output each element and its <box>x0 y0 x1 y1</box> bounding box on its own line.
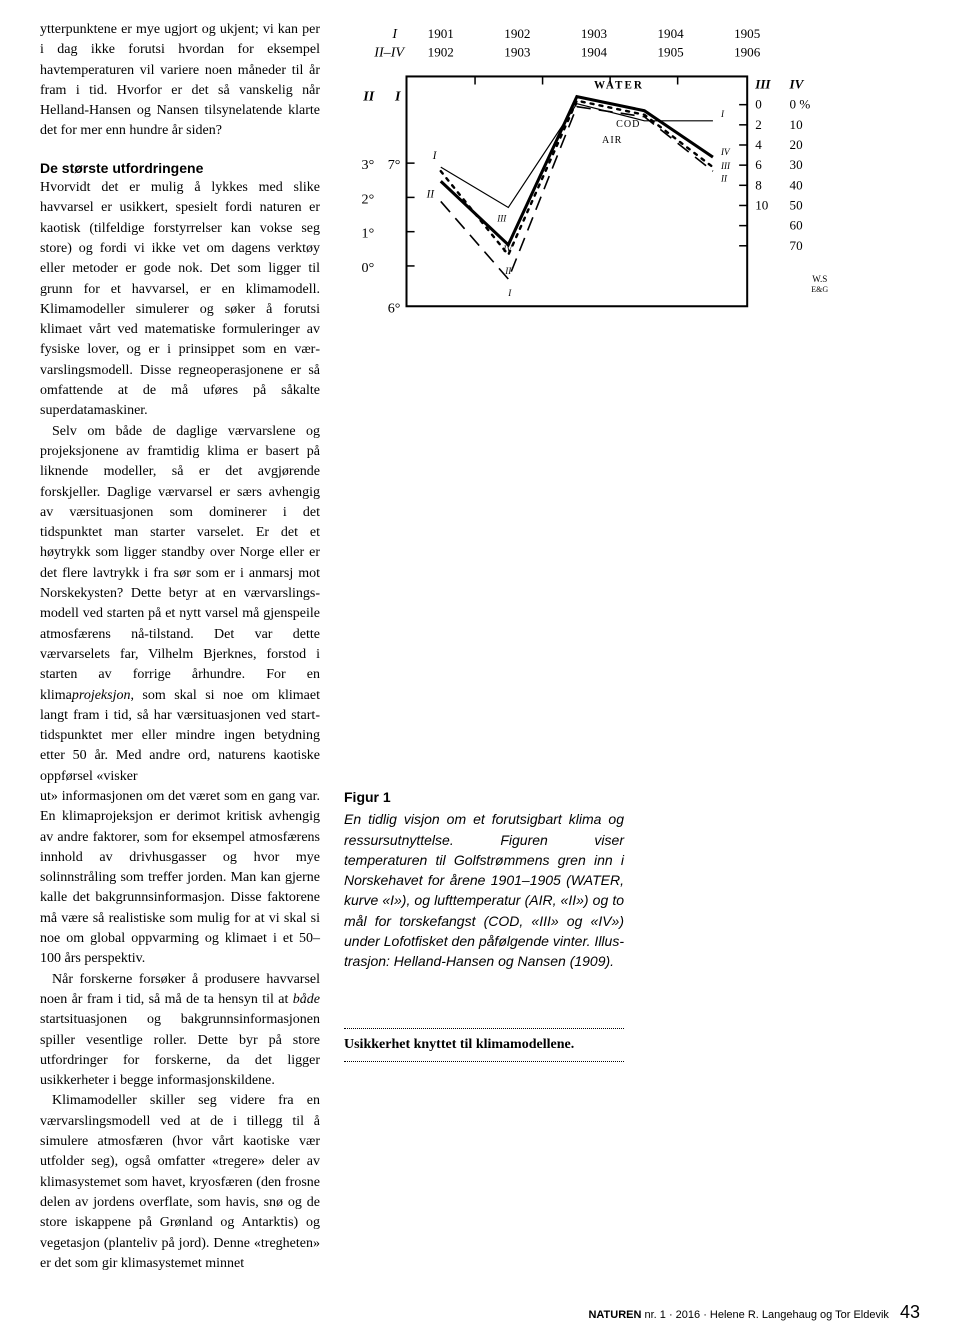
svg-text:I: I <box>432 150 438 162</box>
svg-text:3°: 3° <box>362 157 375 173</box>
svg-text:30: 30 <box>790 157 804 172</box>
col1-para3: Selv om både de daglige værvar­slene og … <box>40 422 320 787</box>
left-ticks <box>407 163 415 266</box>
col2-para2: Når forskerne forsøker å produsere havva… <box>40 970 320 1092</box>
svg-text:10: 10 <box>755 197 769 212</box>
col2-para3: Klimamodeller skiller seg videre fra en … <box>40 1091 320 1274</box>
svg-text:1906: 1906 <box>734 44 761 59</box>
pull-quote: Usikkerhet knyttet til klimamodellene. <box>344 1035 624 1055</box>
footer-journal: NATUREN <box>588 1309 641 1321</box>
axis-right-IV: IV 0 % 10 20 30 40 50 60 70 <box>789 77 811 253</box>
axis-top-roman-I: I <box>391 26 398 42</box>
svg-text:0°: 0° <box>362 260 375 276</box>
svg-text:1901: 1901 <box>428 26 454 41</box>
column-3-sidebar: Figur 1 En tidlig visjon om et forutsigb… <box>344 787 624 1274</box>
svg-text:I: I <box>394 89 401 105</box>
svg-text:IV: IV <box>502 244 513 254</box>
svg-text:AIR: AIR <box>602 135 622 146</box>
svg-text:1°: 1° <box>362 226 375 242</box>
col2-para1: ut» informasjonen om det været som en ga… <box>40 787 320 970</box>
svg-text:II: II <box>362 89 374 105</box>
svg-text:20: 20 <box>790 137 804 152</box>
footer-authors: · Helene R. Langehaug og Tor Eldevik <box>703 1309 889 1321</box>
axis-left-I: I 7° 6° <box>388 89 401 317</box>
svg-text:III: III <box>720 161 731 171</box>
svg-text:1902: 1902 <box>428 44 454 59</box>
svg-text:I: I <box>720 109 725 119</box>
svg-text:1905: 1905 <box>734 26 761 41</box>
svg-text:1903: 1903 <box>504 44 531 59</box>
page-footer: NATUREN nr. 1 · 2016 · Helene R. Langeha… <box>40 1302 920 1323</box>
svg-text:II: II <box>720 173 728 183</box>
svg-text:50: 50 <box>790 197 804 212</box>
svg-text:7°: 7° <box>388 157 401 173</box>
right-ticks <box>739 105 747 246</box>
series-I-water <box>441 104 713 208</box>
svg-text:II: II <box>426 188 436 200</box>
col1-para2: Hvorvidt det er mulig å lykkes med slike… <box>40 178 320 422</box>
svg-text:1904: 1904 <box>657 26 684 41</box>
figure-1: I II–IV 1901 1902 1903 1904 1905 1902 19… <box>344 20 848 779</box>
svg-text:1905: 1905 <box>657 44 684 59</box>
svg-text:8: 8 <box>755 177 762 192</box>
svg-text:2°: 2° <box>362 191 375 207</box>
svg-text:6: 6 <box>755 157 762 172</box>
figure-1-caption-text: En tidlig visjon om et forutsigbart klim… <box>344 811 624 969</box>
figure-1-caption: Figur 1 En tidlig visjon om et forutsigb… <box>344 787 624 972</box>
inline-labels: WATER COD AIR I II III IV II I I IV III … <box>426 80 731 299</box>
column-2-text: ut» informasjonen om det været som en ga… <box>40 787 320 1274</box>
series-III-cod <box>441 101 713 255</box>
figure-1-number: Figur 1 <box>344 787 624 807</box>
figure-1-chart: I II–IV 1901 1902 1903 1904 1905 1902 19… <box>344 20 848 343</box>
svg-text:0 %: 0 % <box>790 97 811 112</box>
svg-text:0: 0 <box>755 97 762 112</box>
svg-text:1902: 1902 <box>504 26 530 41</box>
axis-left-II: II 3° 2° 1° 0° <box>362 89 375 276</box>
svg-text:IV: IV <box>789 77 805 92</box>
svg-text:III: III <box>754 77 771 92</box>
svg-text:III: III <box>496 214 507 224</box>
svg-text:6°: 6° <box>388 300 401 316</box>
axis-top-roman-II: II–IV <box>373 44 405 60</box>
dotted-rule-top <box>344 1028 624 1029</box>
svg-text:10: 10 <box>790 117 804 132</box>
svg-text:1903: 1903 <box>581 26 608 41</box>
footer-issue: nr. 1 · 2016 <box>644 1309 700 1321</box>
svg-text:40: 40 <box>790 177 804 192</box>
column-1-text: ytterpunktene er mye ugjort og ukjent; v… <box>40 20 320 787</box>
svg-text:E&G: E&G <box>811 285 828 294</box>
svg-text:II: II <box>504 266 512 276</box>
svg-text:WATER: WATER <box>594 80 644 92</box>
col1-para1: ytterpunktene er mye ugjort og ukjent; v… <box>40 20 320 142</box>
svg-text:I: I <box>507 288 512 298</box>
col1-subhead: De største utfordringene <box>40 158 320 178</box>
svg-text:1904: 1904 <box>581 44 608 59</box>
svg-text:IV: IV <box>720 147 731 157</box>
axis-top-years-II: 1902 1903 1904 1905 1906 <box>428 44 761 59</box>
dotted-rule-bottom <box>344 1061 624 1062</box>
svg-text:4: 4 <box>755 137 762 152</box>
axis-top-years-I: 1901 1902 1903 1904 1905 <box>428 26 761 41</box>
svg-text:2: 2 <box>755 117 762 132</box>
svg-text:COD: COD <box>616 119 640 130</box>
series-II-air <box>441 107 713 279</box>
svg-text:60: 60 <box>790 218 804 233</box>
axis-right-III: III 0 2 4 6 8 10 <box>754 77 771 213</box>
engraver-sig: W.S <box>812 274 827 284</box>
svg-text:70: 70 <box>790 238 804 253</box>
footer-page-number: 43 <box>900 1302 920 1322</box>
